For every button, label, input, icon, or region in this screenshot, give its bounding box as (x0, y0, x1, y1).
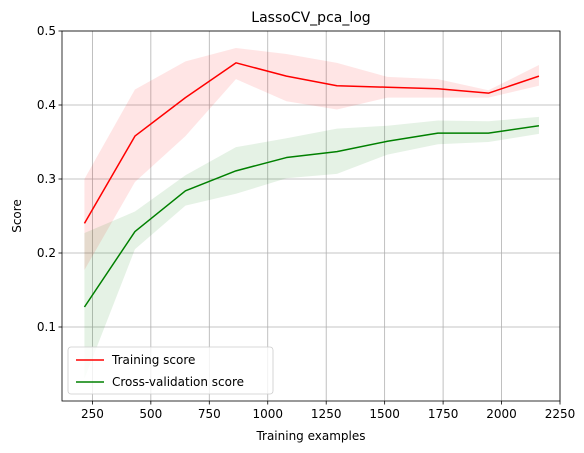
legend-label-0: Training score (111, 353, 195, 367)
y-tick-label-0: 0.1 (37, 320, 56, 334)
x-tick-label-5: 1500 (369, 407, 400, 421)
band-series-0 (84, 48, 539, 271)
axes: 250 500 750 1000 1250 1500 1750 2000 2250 0.1 0.2 0… (37, 24, 575, 421)
y-tick-label-3: 0.4 (37, 98, 56, 112)
x-tick-label-0: 250 (81, 407, 104, 421)
x-tick-label-1: 500 (139, 407, 162, 421)
y-tick-label-4: 0.5 (37, 24, 56, 38)
x-tick-label-2: 750 (198, 407, 221, 421)
legend-label-1: Cross-validation score (112, 375, 244, 389)
legend-box (67, 346, 274, 395)
line-series-1 (83, 124, 540, 308)
y-axis-label: Score (10, 199, 24, 233)
line-series-0 (83, 62, 540, 224)
y-tick-label-1: 0.2 (37, 246, 56, 260)
x-axis-label: Training examples (255, 429, 365, 443)
x-tick-label-7: 2000 (486, 407, 517, 421)
series-lines (83, 62, 540, 308)
chart-title: LassoCV_pca_log (251, 10, 370, 26)
x-tick-label-4: 1250 (311, 407, 342, 421)
y-tick-label-2: 0.3 (37, 172, 56, 186)
band-series-1 (84, 116, 539, 379)
confidence-bands (84, 48, 539, 379)
plot-frame (61, 30, 561, 402)
legend: Training score Cross-validation score (67, 346, 274, 395)
x-tick-label-6: 1750 (428, 407, 459, 421)
x-tick-label-8: 2250 (545, 407, 576, 421)
x-tick-label-3: 1000 (252, 407, 283, 421)
